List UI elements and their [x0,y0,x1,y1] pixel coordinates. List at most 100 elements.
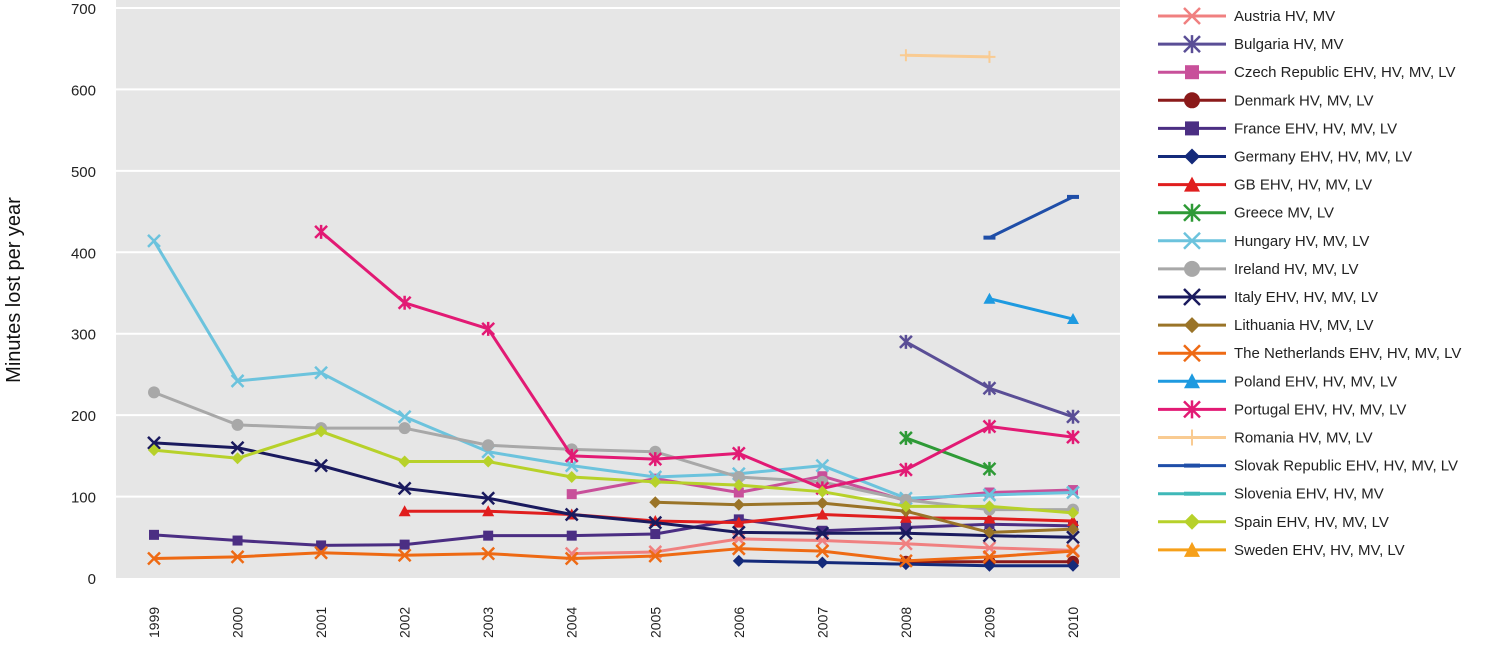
data-point [231,418,244,431]
legend-marker [1183,288,1201,306]
data-point [231,452,244,465]
y-tick-label: 200 [71,408,96,425]
data-point [732,554,745,567]
legend-item: Germany EHV, HV, MV, LV [1158,148,1412,166]
data-point [482,439,495,452]
data-point [1068,485,1078,496]
data-point [397,295,412,310]
data-point [899,526,913,541]
data-point [984,519,995,530]
legend-item: Italy EHV, HV, MV, LV [1158,288,1378,306]
series-15 [314,224,1080,496]
y-tick-label: 0 [88,571,96,588]
legend-marker [1184,373,1200,389]
data-point [899,500,912,513]
legend-label: Denmark HV, MV, LV [1234,92,1374,109]
series-12 [649,496,1079,539]
legend-item: Ireland HV, MV, LV [1158,260,1359,278]
legend-label: Slovak Republic EHV, HV, MV, LV [1234,458,1458,475]
data-point [982,461,997,476]
data-point [564,458,579,473]
legend-label: Bulgaria HV, MV [1234,36,1344,53]
legend-item: Slovenia EHV, HV, MV [1158,486,1384,503]
legend-marker [1184,491,1200,496]
legend-label: Portugal EHV, HV, MV, LV [1234,401,1406,418]
legend-label: Germany EHV, HV, MV, LV [1234,149,1412,166]
data-point [147,551,161,566]
legend-label: GB EHV, HV, MV, LV [1234,177,1372,194]
data-point [482,505,495,517]
x-axis-ticks: 1999 2000 2001 2002 2003 2004 2005 2006 2007 2008… [146,607,1081,638]
data-point [984,487,995,498]
data-point [816,556,829,569]
legend-label: Slovenia EHV, HV, MV [1234,486,1384,503]
data-point [817,525,828,536]
series-19 [148,425,1079,519]
data-point [1067,506,1079,519]
legend-item: Romania HV, MV, LV [1158,429,1373,447]
legend-item: Lithuania HV, MV, LV [1158,317,1374,334]
series-line [153,390,1073,512]
data-point [816,485,829,498]
series-line [320,230,1074,490]
data-point [1066,530,1080,545]
series-line [905,436,990,471]
legend-label: Romania HV, MV, LV [1234,430,1373,447]
data-point [1067,194,1079,199]
data-point [899,334,913,349]
legend-item: Portugal EHV, HV, MV, LV [1158,400,1406,419]
legend-item: Sweden EHV, HV, MV, LV [1158,541,1405,559]
series-11 [147,435,1080,545]
legend-label: France EHV, HV, MV, LV [1234,120,1397,137]
legend-marker [1185,121,1199,136]
data-point [732,471,745,484]
legend-item: Denmark HV, MV, LV [1158,92,1374,109]
legend-item: Bulgaria HV, MV [1158,35,1344,54]
data-point [483,530,494,541]
data-point [983,526,996,539]
data-point [982,549,997,564]
data-point [983,50,996,63]
gridlines [116,7,1120,498]
data-point [147,435,161,450]
series-14 [983,292,1079,325]
legend-marker [1183,231,1201,250]
x-tick-label: 2006 [731,607,747,638]
data-point [1067,523,1079,536]
series-lines [147,49,1080,572]
x-tick-label: 2010 [1065,607,1081,638]
legend-item: Poland EHV, HV, MV, LV [1158,373,1397,390]
data-point [481,321,496,336]
y-tick-label: 300 [71,327,96,344]
data-point [899,493,912,506]
data-point [982,488,997,502]
x-tick-label: 2003 [480,607,496,638]
legend-label: Spain EHV, HV, MV, LV [1234,514,1389,531]
legend-marker [1184,148,1200,165]
legend-marker [1184,176,1200,192]
series-line [153,441,1074,539]
legend-marker [1183,203,1201,222]
legend-label: Greece MV, LV [1234,205,1334,222]
x-tick-label: 2004 [564,607,580,638]
data-point [1067,515,1079,526]
y-tick-label: 600 [71,82,96,99]
data-point [148,444,160,457]
legend-label: The Netherlands EHV, HV, MV, LV [1234,345,1461,362]
data-point [732,516,745,528]
legend-label: Austria HV, MV [1234,8,1335,25]
legend-marker [1184,541,1200,557]
series-13 [147,541,1080,568]
data-point [148,386,160,399]
data-point [147,234,161,248]
y-axis-ticks: 0 100 200 300 400 500 600 700 [71,1,96,588]
y-tick-label: 500 [71,164,96,181]
data-point [316,540,327,551]
data-point [899,462,913,477]
data-point [1066,430,1080,445]
legend-marker [1184,92,1200,109]
data-point [899,554,913,568]
data-point [731,541,746,556]
data-point [899,49,912,62]
legend-item: Austria HV, MV [1158,7,1335,25]
